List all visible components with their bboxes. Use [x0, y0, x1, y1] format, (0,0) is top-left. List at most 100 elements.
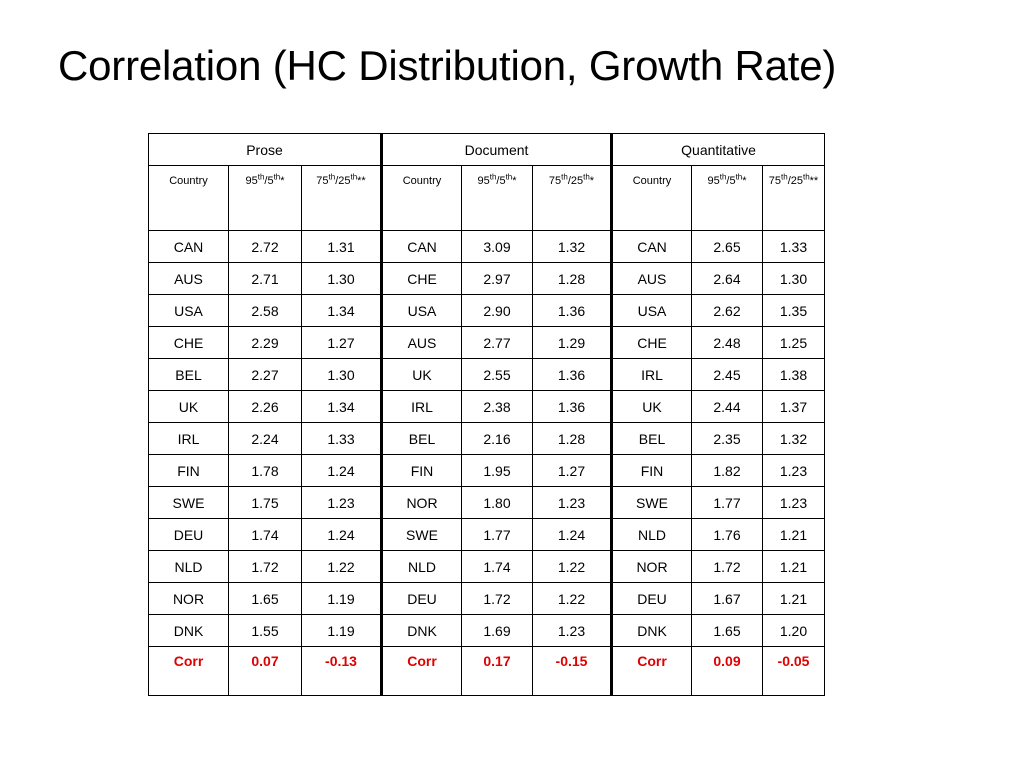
table-row: SWE 1.75 1.23 NOR 1.80 1.23 SWE 1.77 1.23 [148, 486, 825, 519]
value-cell: -0.15 [532, 646, 612, 696]
value-cell: 2.72 [228, 230, 302, 263]
value-cell: 1.34 [301, 390, 382, 423]
value-cell: 1.74 [228, 518, 302, 551]
value-cell: 1.72 [228, 550, 302, 583]
value-cell: 1.78 [228, 454, 302, 487]
value-cell: 1.35 [762, 294, 825, 327]
subheader-text: /5 [496, 175, 506, 187]
value-cell: 1.72 [461, 582, 533, 615]
group-header-document: Document [380, 133, 612, 166]
subheader-text: /25 [567, 175, 584, 187]
country-cell: DEU [610, 582, 692, 615]
subheader-text: Country [169, 175, 208, 187]
subheader-text: Country [402, 175, 442, 187]
subheader-text: 95 [245, 175, 258, 187]
subheader-text: /5 [726, 175, 736, 187]
value-cell: 1.82 [691, 454, 763, 487]
country-cell: Corr [610, 646, 692, 696]
value-cell: 2.71 [228, 262, 302, 295]
country-cell: BEL [380, 422, 462, 455]
ordinal-suffix: th [802, 172, 810, 182]
subheader-text: /5 [264, 175, 274, 187]
value-cell: 1.65 [691, 614, 763, 647]
country-cell: NOR [380, 486, 462, 519]
value-cell: 2.16 [461, 422, 533, 455]
value-cell: 0.07 [228, 646, 302, 696]
subheader-text: ** [357, 175, 366, 187]
value-cell: 1.77 [691, 486, 763, 519]
value-cell: 1.69 [461, 614, 533, 647]
subheader-ratio: 75th/25th** [762, 165, 825, 231]
value-cell: 1.74 [461, 550, 533, 583]
value-cell: 1.21 [762, 550, 825, 583]
value-cell: 2.38 [461, 390, 533, 423]
subheader-text: 95 [477, 175, 490, 187]
ordinal-suffix: th [257, 172, 265, 182]
country-cell: SWE [148, 486, 229, 519]
value-cell: 1.24 [301, 454, 382, 487]
value-cell: 1.19 [301, 614, 382, 647]
country-cell: Corr [148, 646, 229, 696]
value-cell: 1.36 [532, 390, 612, 423]
value-cell: -0.13 [301, 646, 382, 696]
subheader-country: Country [610, 165, 692, 231]
table-row: FIN 1.78 1.24 FIN 1.95 1.27 FIN 1.82 1.23 [148, 454, 825, 487]
table-row: NLD 1.72 1.22 NLD 1.74 1.22 NOR 1.72 1.21 [148, 550, 825, 583]
value-cell: 1.30 [762, 262, 825, 295]
country-cell: AUS [148, 262, 229, 295]
value-cell: 1.67 [691, 582, 763, 615]
value-cell: 1.95 [461, 454, 533, 487]
subheader-text: /25 [335, 175, 351, 187]
country-cell: NOR [148, 582, 229, 615]
value-cell: 1.24 [532, 518, 612, 551]
value-cell: 2.90 [461, 294, 533, 327]
value-cell: 1.23 [301, 486, 382, 519]
value-cell: 1.38 [762, 358, 825, 391]
country-cell: IRL [610, 358, 692, 391]
value-cell: 2.27 [228, 358, 302, 391]
country-cell: DNK [610, 614, 692, 647]
value-cell: 2.55 [461, 358, 533, 391]
value-cell: 1.23 [762, 486, 825, 519]
value-cell: 1.25 [762, 326, 825, 359]
subheader-country: Country [148, 165, 229, 231]
subheader-ratio: 95th/5th* [691, 165, 763, 231]
value-cell: 1.33 [301, 422, 382, 455]
subheader-ratio: 95th/5th* [228, 165, 302, 231]
table-body: CAN 2.72 1.31 CAN 3.09 1.32 CAN 2.65 1.33 AUS 2.71… [148, 230, 825, 696]
value-cell: 1.23 [532, 486, 612, 519]
subheader-text: * [589, 175, 595, 187]
value-cell: 1.55 [228, 614, 302, 647]
ordinal-suffix: th [561, 172, 568, 182]
country-cell: UK [380, 358, 462, 391]
value-cell: 1.22 [301, 550, 382, 583]
country-cell: CAN [610, 230, 692, 263]
value-cell: 1.32 [762, 422, 825, 455]
subheader-text: * [742, 175, 747, 187]
ordinal-suffix: th [505, 172, 513, 182]
value-cell: 0.17 [461, 646, 533, 696]
country-cell: FIN [610, 454, 692, 487]
country-cell: SWE [610, 486, 692, 519]
country-cell: UK [148, 390, 229, 423]
value-cell: 2.48 [691, 326, 763, 359]
country-cell: FIN [148, 454, 229, 487]
table-row: NOR 1.65 1.19 DEU 1.72 1.22 DEU 1.67 1.21 [148, 582, 825, 615]
country-cell: CAN [380, 230, 462, 263]
country-cell: AUS [610, 262, 692, 295]
subheader-text: Country [632, 175, 672, 187]
value-cell: 1.31 [301, 230, 382, 263]
value-cell: 1.19 [301, 582, 382, 615]
value-cell: 1.37 [762, 390, 825, 423]
value-cell: -0.05 [762, 646, 825, 696]
value-cell: 0.09 [691, 646, 763, 696]
table-row: IRL 2.24 1.33 BEL 2.16 1.28 BEL 2.35 1.32 [148, 422, 825, 455]
value-cell: 1.21 [762, 582, 825, 615]
ordinal-suffix: th [350, 172, 358, 182]
subheader-text: 75 [548, 175, 562, 187]
value-cell: 1.65 [228, 582, 302, 615]
value-cell: 2.97 [461, 262, 533, 295]
value-cell: 2.26 [228, 390, 302, 423]
ordinal-suffix: th [583, 172, 590, 182]
value-cell: 1.21 [762, 518, 825, 551]
